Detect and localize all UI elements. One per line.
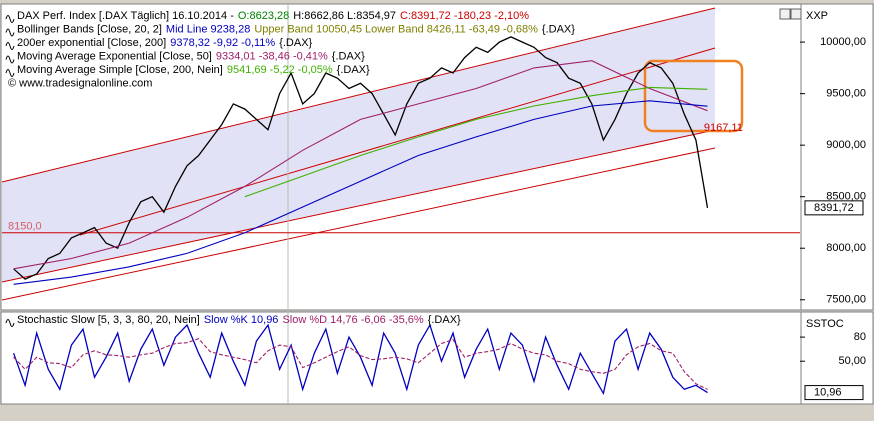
legend-row: Stochastic Slow [5, 3, 3, 80, 20, Nein] S… (17, 314, 461, 326)
legend-icon (5, 319, 15, 327)
legend-icon (5, 42, 15, 50)
legend-segment: 9541,69 -5,22 -0,05% (227, 64, 333, 76)
channel-lines (1, 7, 716, 301)
legend-row: Moving Average Simple [Close, 200, Nein]… (17, 64, 370, 76)
legend-segment: DAX Perf. Index [.DAX Täglich] 16.10.201… (17, 10, 234, 22)
last-value-box (804, 200, 864, 216)
last-value-label: 8391,72 (814, 202, 854, 214)
regression-channel (2, 8, 715, 282)
highlight-box (643, 59, 744, 133)
channel-mid (79, 47, 716, 236)
legend-segment: {.DAX} (542, 23, 575, 35)
legend-row: DAX Perf. Index [.DAX Täglich] 16.10.201… (17, 10, 529, 22)
series-line (244, 86, 708, 198)
series-line (12, 323, 708, 396)
hline-label: 8150,0 (8, 221, 42, 233)
copyright: © www.tradesignalonline.com (8, 77, 152, 89)
close-button[interactable] (790, 8, 802, 20)
minimize-button[interactable] (779, 8, 791, 20)
legend-segment: 9378,32 -9,92 -0,11% (170, 37, 275, 49)
y-tick-label: 50,00 (838, 355, 866, 367)
legend-row: Moving Average Exponential [Close, 50] 93… (17, 50, 365, 62)
legend-segment: H:8662,86 L:8354,97 (293, 10, 396, 22)
legend-row: Bollinger Bands [Close, 20, 2] Mid Line 9… (17, 23, 575, 35)
legend-icon (5, 28, 15, 37)
legend-segment: Mid Line 9238,28 (166, 23, 250, 35)
legend-segment: Upper Band 10050,45 Lower Band 8426,11 -… (254, 23, 538, 35)
series-line (13, 60, 708, 270)
legend-segment: Bollinger Bands [Close, 20, 2] (17, 23, 162, 35)
y-tick-label: 7500,00 (826, 294, 866, 306)
last-value-box (804, 385, 864, 401)
series-line (13, 338, 708, 390)
y-tick-label: 80 (854, 331, 866, 343)
axis-label: XXP (806, 10, 828, 22)
y-tick-label: 8500,00 (826, 191, 866, 203)
channel-upper (1, 7, 716, 183)
annotation: 9167,11 (704, 122, 743, 134)
legend-segment: C:8391,72 -180,23 -2,10% (400, 10, 529, 22)
axis-label: SSTOC (806, 318, 844, 330)
legend-segment: {.DAX} (428, 314, 461, 326)
legend-segment: {.DAX} (279, 37, 312, 49)
legend-segment: 200er exponential [Close, 200] (17, 37, 166, 49)
legend-segment: {.DAX} (332, 50, 365, 62)
y-tick-label: 8000,00 (826, 242, 866, 254)
legend-segment: Slow %K 10,96 (204, 314, 279, 326)
legend-segment: {.DAX} (337, 64, 370, 76)
y-tick-label: 9500,00 (826, 88, 866, 100)
y-tick-label: 10000,00 (820, 36, 866, 48)
legend-segment: Moving Average Exponential [Close, 50] (17, 50, 212, 62)
legend-segment: Stochastic Slow [5, 3, 3, 80, 20, Nein] (17, 314, 200, 326)
legend-segment: Slow %D 14,76 -6,06 -35,6% (282, 314, 423, 326)
series-line (13, 36, 709, 280)
legend-segment: 9334,01 -38,46 -0,41% (216, 50, 328, 62)
channel-lower (1, 129, 716, 283)
channel-outer (1, 147, 716, 301)
legend-row: 200er exponential [Close, 200] 9378,32 -9… (17, 37, 313, 49)
legend-icon (5, 15, 15, 23)
legend-icon (5, 69, 15, 77)
legend-icon (5, 55, 15, 64)
price-axis-area (800, 3, 874, 311)
plot-layer: 7500,00 8000,00 8500,00 9000,00 9500,00 10000… (2, 10, 866, 401)
legend-segment: Moving Average Simple [Close, 200, Nein] (17, 64, 223, 76)
legend-segment: O:8623,28 (238, 10, 289, 22)
series-line (13, 100, 708, 285)
y-tick-label: 9000,00 (826, 139, 866, 151)
last-value-label: 10,96 (814, 386, 842, 398)
